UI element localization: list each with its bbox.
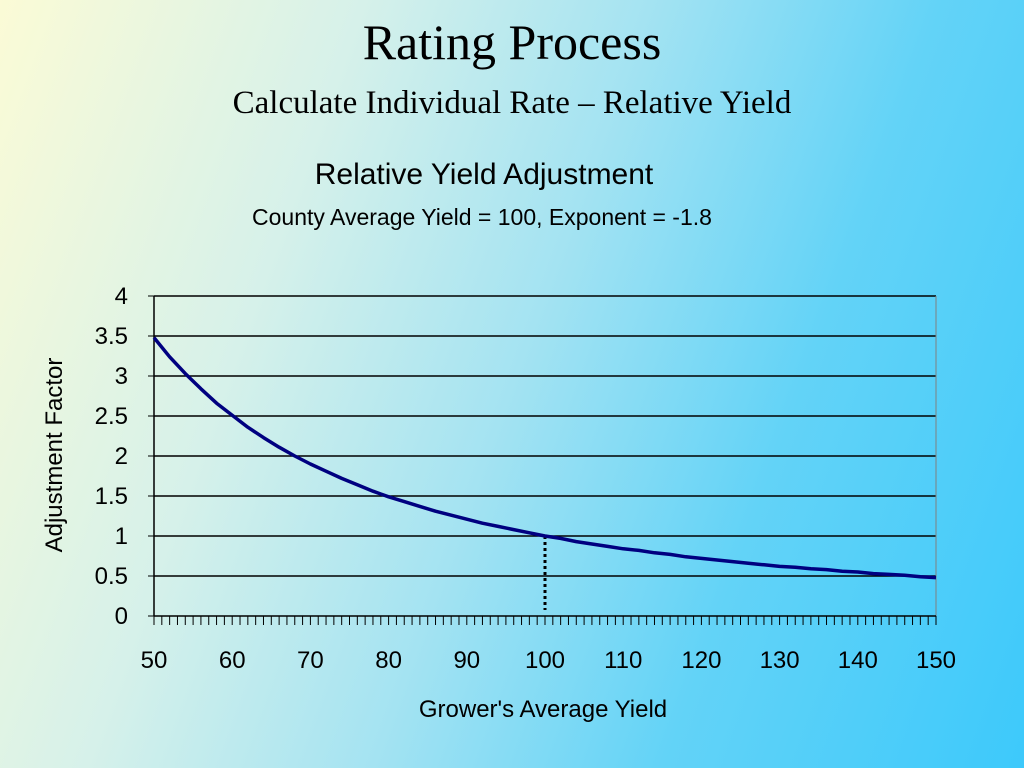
- y-tick-label: 3.5: [95, 323, 128, 350]
- grid-lines: [154, 295, 936, 577]
- y-tick-label: 1: [115, 523, 128, 550]
- y-tick-label: 0: [115, 603, 128, 630]
- slide-subtitle: Calculate Individual Rate – Relative Yie…: [232, 85, 792, 121]
- y-tick-label: 3: [115, 363, 128, 390]
- x-axis-label: Grower's Average Yield: [419, 696, 667, 723]
- y-tick-label: 0.5: [95, 563, 128, 590]
- x-tick-label: 50: [141, 647, 168, 674]
- x-tick-label: 120: [681, 647, 721, 674]
- x-tick-label: 60: [219, 647, 246, 674]
- x-tick-label: 90: [453, 647, 480, 674]
- y-tick-label: 4: [115, 283, 128, 310]
- x-tick-label: 110: [604, 647, 642, 674]
- chart-subtitle: County Average Yield = 100, Exponent = -…: [252, 204, 712, 230]
- chart-title: Relative Yield Adjustment: [315, 158, 654, 191]
- y-tick-label: 1.5: [95, 483, 128, 510]
- series-layer: [152, 336, 937, 610]
- y-tick-labels: 0 0.5 1 1.5 2 2.5 3 3.5 4: [95, 283, 128, 630]
- y-tick-label: 2: [115, 443, 128, 470]
- y-tick-label: 2.5: [95, 403, 128, 430]
- x-tick-labels: 50 60 70 80 90 100 110 120 130 140 150: [141, 647, 956, 674]
- x-tick-label: 150: [916, 647, 956, 674]
- y-axis-label: Adjustment Factor: [41, 358, 68, 553]
- slide-title: Rating Process: [362, 14, 662, 70]
- x-tick-label: 130: [760, 647, 800, 674]
- series-line: [152, 336, 937, 580]
- x-tick-label: 140: [838, 647, 878, 674]
- x-tick-label: 100: [525, 647, 565, 674]
- x-tick-label: 70: [297, 647, 324, 674]
- x-tick-label: 80: [375, 647, 402, 674]
- axes: [148, 295, 937, 625]
